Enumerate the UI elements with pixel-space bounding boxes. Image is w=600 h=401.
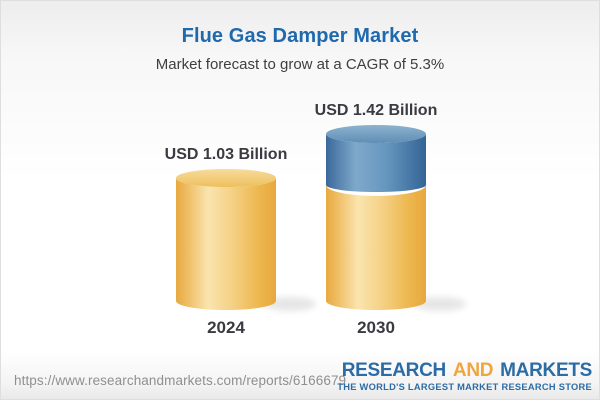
research-and-markets-logo: RESEARCH AND MARKETS THE WORLD'S LARGEST…: [337, 361, 592, 392]
bar-2030: [326, 125, 426, 310]
bar-2024-body: [176, 178, 276, 310]
category-label-2030: 2030: [357, 318, 395, 337]
bar-2030-base-segment: [326, 185, 426, 310]
page-title: Flue Gas Damper Market: [181, 25, 419, 47]
bar-2024-top-face: [176, 169, 276, 187]
logo-word-and: AND: [452, 359, 494, 381]
chart-header: Flue Gas Damper Market Market forecast t…: [1, 25, 599, 73]
bar-2030-top-face: [326, 125, 426, 143]
logo-word-research: RESEARCH: [341, 359, 447, 381]
page-subtitle: Market forecast to grow at a CAGR of 5.3…: [155, 56, 445, 73]
logo-word-markets: MARKETS: [500, 359, 592, 381]
logo-tagline: THE WORLD'S LARGEST MARKET RESEARCH STOR…: [337, 381, 592, 392]
shadow-2030: [414, 297, 466, 311]
report-url: https://www.researchandmarkets.com/repor…: [14, 373, 347, 388]
shadow-2024: [264, 297, 316, 311]
category-label-2024: 2024: [207, 318, 245, 337]
bar-2030-growth-segment: [326, 134, 426, 192]
value-label-2024: USD 1.03 Billion: [165, 146, 288, 163]
bar-2024: [176, 169, 276, 310]
logo-wordmark: RESEARCH AND MARKETS: [337, 359, 593, 381]
value-label-2030: USD 1.42 Billion: [315, 102, 438, 119]
